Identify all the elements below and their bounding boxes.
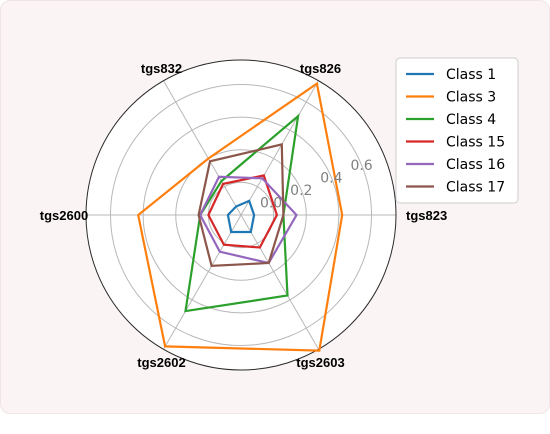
angular-gridline — [240, 214, 319, 350]
legend-label: Class 17 — [446, 180, 505, 196]
legend-label: Class 4 — [446, 112, 496, 128]
r-tick-label: 0.0 — [260, 196, 282, 212]
angular-gridline — [163, 214, 242, 350]
category-label: tgs2603 — [296, 355, 344, 370]
series-line — [207, 174, 279, 249]
legend-label: Class 3 — [446, 90, 496, 106]
category-label: tgs2602 — [137, 355, 185, 370]
legend: Class 1 Class 3 Class 4 Class 15 Class 16 Cla… — [395, 57, 519, 204]
r-tick-label: 0.2 — [290, 183, 312, 199]
r-tick-label: 0.6 — [350, 158, 372, 174]
category-label: tgs832 — [141, 61, 182, 76]
series-line — [197, 143, 285, 268]
angular-gridline — [163, 80, 242, 216]
series-line — [136, 81, 344, 352]
r-tick-label: 0.4 — [320, 171, 342, 187]
label-layer: 0.0 0.2 0.4 0.6 tgs823 tgs826 tgs832 tgs2600 tgs… — [40, 61, 447, 370]
legend-box — [395, 57, 519, 204]
series-layer — [136, 81, 344, 352]
legend-label: Class 15 — [446, 135, 505, 151]
grid-layer — [85, 59, 397, 371]
category-label: tgs826 — [300, 61, 341, 76]
polar-frame — [85, 59, 397, 371]
category-label: tgs2600 — [40, 208, 88, 223]
category-label: tgs823 — [406, 208, 447, 223]
legend-label: Class 16 — [446, 157, 505, 173]
legend-label: Class 1 — [446, 67, 496, 83]
angular-gridline — [240, 80, 319, 216]
series-line — [226, 199, 256, 234]
